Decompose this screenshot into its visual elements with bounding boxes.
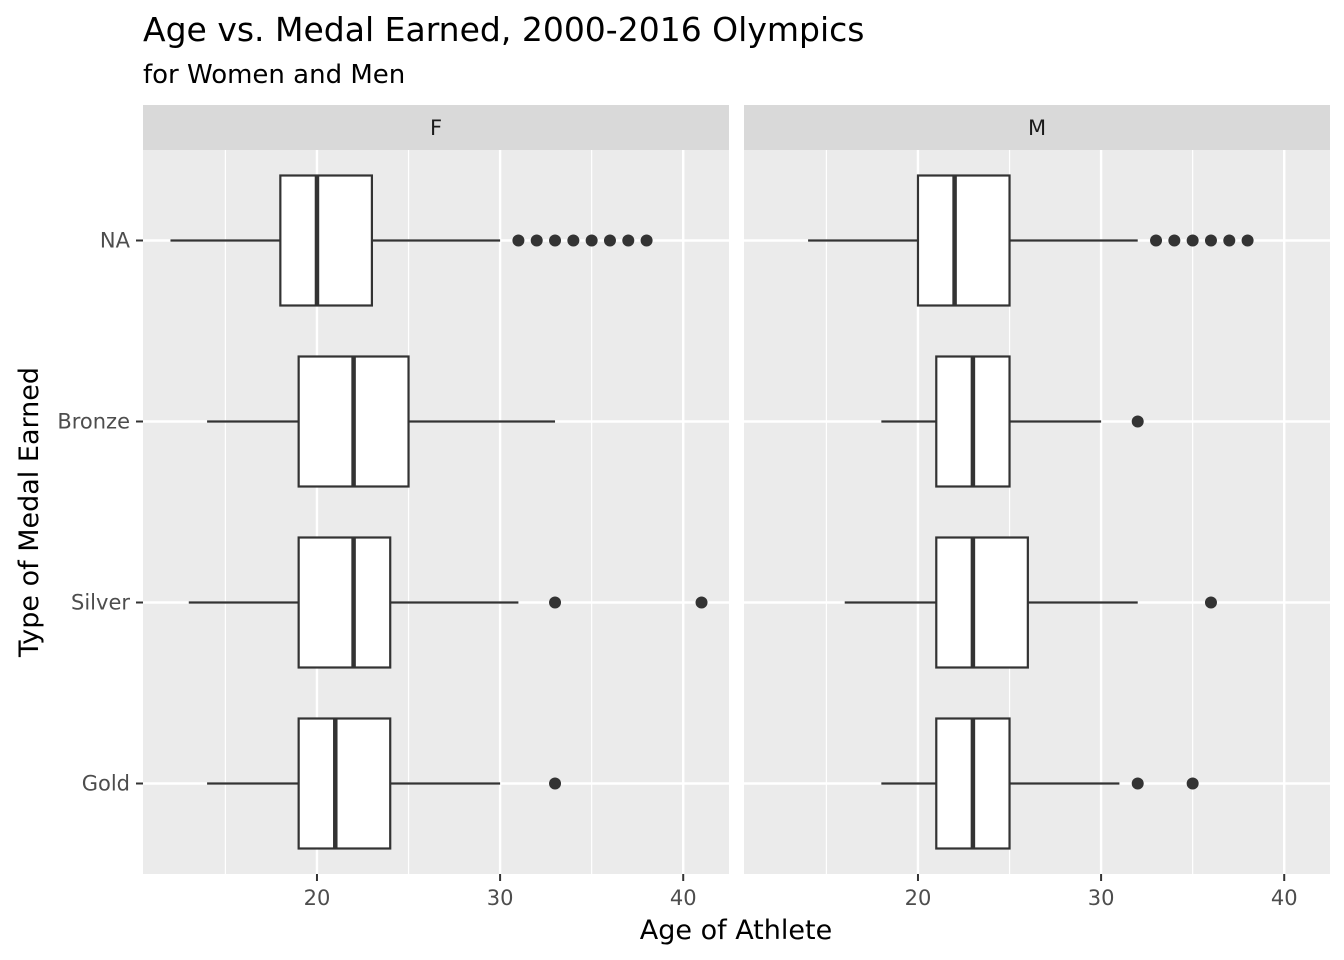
outlier-point: [549, 777, 562, 790]
box-iqr: [279, 174, 374, 307]
outlier-point: [1241, 234, 1254, 247]
box-na: [170, 174, 653, 307]
facet-strip-label: F: [430, 116, 442, 140]
outlier-point: [640, 234, 653, 247]
box-na: [808, 174, 1254, 307]
x-tick-label: 40: [1271, 886, 1298, 910]
x-tick-label: 30: [487, 886, 514, 910]
box-iqr: [297, 536, 392, 669]
box-silver: [188, 536, 708, 669]
facet-strip-label: M: [1028, 116, 1046, 140]
outlier-point: [530, 234, 543, 247]
box-iqr: [297, 717, 392, 850]
box-silver: [844, 536, 1217, 669]
y-tick-label-silver: Silver: [71, 591, 130, 615]
y-tick-label-na: NA: [100, 229, 131, 253]
outlier-point: [622, 234, 635, 247]
outlier-point: [567, 234, 580, 247]
x-tick-label: 20: [905, 886, 932, 910]
panel-background: [143, 150, 729, 874]
y-axis-title: Type of Medal Earned: [14, 367, 45, 658]
facet-strip: [143, 105, 729, 150]
outlier-point: [1186, 234, 1199, 247]
facet-panel-f: F 20 30 40: [143, 105, 729, 910]
outlier-point: [1168, 234, 1181, 247]
outlier-point: [603, 234, 616, 247]
box-bronze: [881, 355, 1144, 488]
x-tick-label: 40: [670, 886, 697, 910]
y-tick-label-gold: Gold: [82, 772, 130, 796]
outlier-point: [1131, 415, 1144, 428]
outlier-point: [549, 234, 562, 247]
x-tick-label: 20: [304, 886, 331, 910]
facet-strip: [744, 105, 1330, 150]
outlier-point: [1131, 777, 1144, 790]
box-gold: [207, 717, 562, 850]
chart-subtitle: for Women and Men: [143, 60, 405, 90]
outlier-point: [695, 596, 708, 609]
outlier-point: [549, 596, 562, 609]
y-tick-label-bronze: Bronze: [57, 410, 130, 434]
box-bronze: [207, 355, 556, 488]
outlier-point: [1204, 234, 1217, 247]
outlier-point: [1150, 234, 1163, 247]
x-axis-title: Age of Athlete: [640, 915, 832, 946]
plot-area: NA Bronze Silver Gold F 20 30 40 M 20 30 40: [57, 105, 1330, 910]
chart-title: Age vs. Medal Earned, 2000-2016 Olympics: [143, 10, 864, 49]
outlier-point: [512, 234, 525, 247]
outlier-point: [585, 234, 598, 247]
box-gold: [881, 717, 1199, 850]
box-iqr: [916, 174, 1011, 307]
outlier-point: [1186, 777, 1199, 790]
box-iqr: [935, 536, 1029, 669]
x-tick-label: 30: [1088, 886, 1115, 910]
facet-panel-m: M 20 30 40: [744, 105, 1330, 910]
panel-background: [744, 150, 1330, 874]
outlier-point: [1223, 234, 1236, 247]
outlier-point: [1204, 596, 1217, 609]
